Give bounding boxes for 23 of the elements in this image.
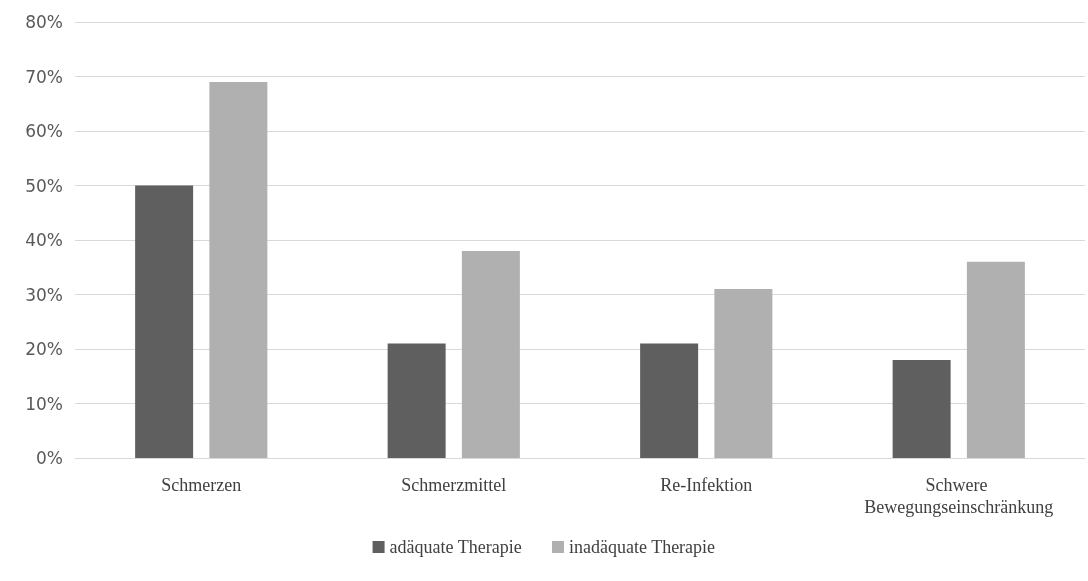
y-tick-label: 40% [25, 230, 63, 250]
y-tick-label: 80% [25, 12, 63, 32]
y-tick-label: 10% [25, 393, 63, 414]
bar [209, 81, 268, 458]
y-tick-label: 50% [25, 175, 63, 196]
x-tick-label: Re-Infektion [660, 475, 753, 495]
y-tick-label: 0% [36, 448, 63, 468]
x-tick-label: Schwere Bewegungseinschränkung [864, 475, 1054, 517]
legend-label: inadäquate Therapie [569, 537, 716, 557]
bar [461, 250, 520, 458]
bar [714, 289, 773, 458]
x-tick-label: Schmerzmittel [401, 475, 507, 495]
bar [135, 185, 194, 458]
y-tick-label: 60% [25, 121, 63, 141]
y-tick-label: 20% [25, 339, 63, 359]
bar [892, 359, 951, 458]
legend-label: adäquate Therapie [389, 537, 522, 557]
bar [966, 261, 1025, 458]
y-tick-label: 30% [25, 284, 63, 305]
x-tick-label: Schmerzen [161, 475, 242, 495]
bar [640, 343, 699, 458]
bar [387, 343, 446, 458]
y-tick-label: 70% [25, 66, 63, 87]
